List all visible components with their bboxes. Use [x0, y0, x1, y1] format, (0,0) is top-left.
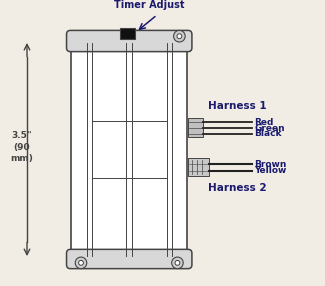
Text: Black: Black — [254, 129, 282, 138]
Text: Yellow: Yellow — [254, 166, 287, 175]
FancyBboxPatch shape — [67, 249, 192, 269]
Text: mm): mm) — [10, 154, 32, 163]
Circle shape — [174, 30, 185, 42]
Text: 3.5": 3.5" — [11, 131, 32, 140]
Circle shape — [79, 261, 84, 265]
Text: Brown: Brown — [254, 160, 287, 169]
Circle shape — [177, 34, 182, 39]
Text: Harness 1: Harness 1 — [208, 102, 267, 112]
Text: Red: Red — [254, 118, 274, 127]
Bar — [188, 158, 209, 176]
Text: (90: (90 — [13, 142, 30, 152]
Text: Green: Green — [254, 124, 285, 133]
Circle shape — [172, 257, 183, 269]
FancyBboxPatch shape — [67, 30, 192, 52]
Circle shape — [175, 261, 180, 265]
Bar — [120, 27, 135, 39]
Text: Harness 2: Harness 2 — [208, 183, 267, 193]
Text: Timer Adjust: Timer Adjust — [114, 0, 185, 10]
Bar — [188, 118, 203, 137]
Bar — [72, 40, 187, 259]
Circle shape — [75, 257, 87, 269]
